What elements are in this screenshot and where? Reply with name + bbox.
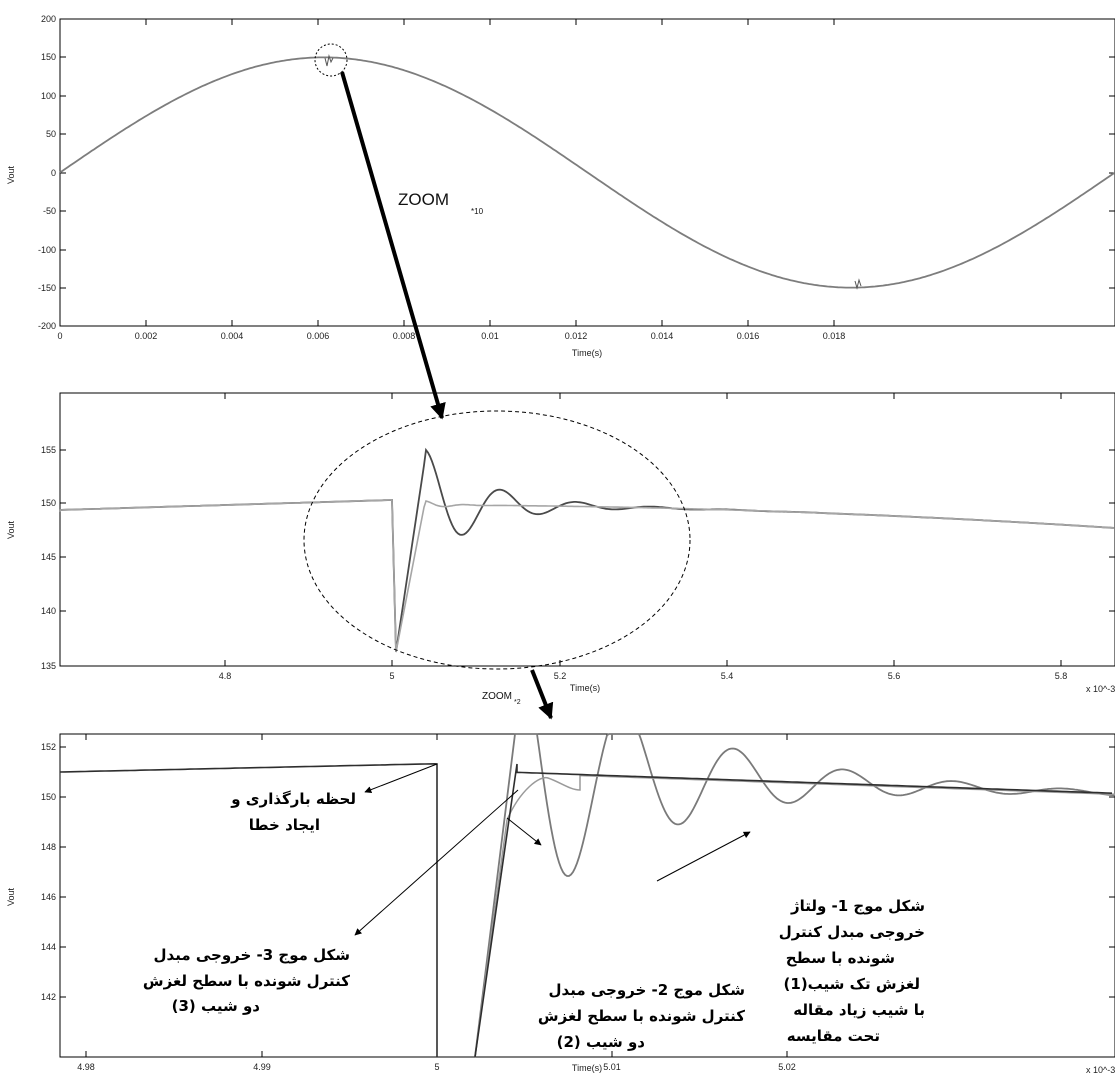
y-tick-label: 140 xyxy=(41,606,56,616)
y-tick-label: 0 xyxy=(51,168,56,178)
y-tick-label: 144 xyxy=(41,942,56,952)
x-tick-label: 0.002 xyxy=(135,331,158,341)
y-tick-label: -200 xyxy=(38,321,56,331)
note-waveform-1: شکل موج 1- ولتاژ خروجی مبدل کنترل شونده … xyxy=(779,897,925,1045)
y-tick-label: 150 xyxy=(41,52,56,62)
panel-2-ylabel: Vout xyxy=(6,520,16,539)
x-tick-label: 5.6 xyxy=(888,671,901,681)
y-tick-label: -100 xyxy=(38,245,56,255)
svg-text:شکل موج 3- خروجی مبدل: شکل موج 3- خروجی مبدل xyxy=(154,946,350,964)
panel-2-xscale: x 10^-3 xyxy=(1086,684,1115,694)
x-tick-label: 0 xyxy=(57,331,62,341)
x-tick-label: 0.012 xyxy=(565,331,588,341)
svg-text:ایجاد خطا: ایجاد خطا xyxy=(249,816,320,834)
y-tick-label: 200 xyxy=(41,14,56,24)
x-tick-label: 0.01 xyxy=(481,331,499,341)
panel-3-y-ticks: 152 150 148 146 144 142 xyxy=(41,742,1115,1002)
panel-1-x-ticks: 0 0.002 0.004 0.006 0.008 0.01 0.012 0.014 0.016… xyxy=(57,19,845,341)
y-tick-label: 152 xyxy=(41,742,56,752)
x-tick-label: 5.8 xyxy=(1055,671,1068,681)
y-tick-label: 146 xyxy=(41,892,56,902)
zoom-label-2: ZOOM xyxy=(482,691,512,702)
panel-1-disturbance-2 xyxy=(854,278,862,290)
y-tick-label: -150 xyxy=(38,283,56,293)
zoom-label-1: ZOOM xyxy=(398,190,449,209)
svg-text:تحت مقایسه: تحت مقایسه xyxy=(787,1027,880,1045)
x-tick-label: 0.008 xyxy=(393,331,416,341)
x-tick-label: 0.014 xyxy=(651,331,674,341)
panel-2-x-ticks: 4.8 5 5.2 5.4 5.6 5.8 xyxy=(219,393,1068,681)
panel-3-waveform-2 xyxy=(474,774,1115,1058)
x-tick-label: 0.018 xyxy=(823,331,846,341)
x-tick-label: 4.98 xyxy=(77,1062,95,1072)
y-tick-label: 155 xyxy=(41,445,56,455)
y-tick-label: 150 xyxy=(41,792,56,802)
panel-2-y-ticks: 155 150 145 140 135 xyxy=(41,445,1115,671)
x-tick-label: 5 xyxy=(434,1062,439,1072)
zoom-arrow-1 xyxy=(340,71,446,420)
note-waveform-2: شکل موج 2- خروجی مبدل کنترل شونده با سطح… xyxy=(538,981,745,1051)
svg-text:لحظه بارگذاری و: لحظه بارگذاری و xyxy=(230,790,356,808)
x-tick-label: 0.004 xyxy=(221,331,244,341)
x-tick-label: 0.016 xyxy=(737,331,760,341)
svg-text:کنترل شونده با سطح لغزش: کنترل شونده با سطح لغزش xyxy=(538,1007,745,1025)
y-tick-label: 150 xyxy=(41,498,56,508)
svg-text:با شیب زیاد مقاله: با شیب زیاد مقاله xyxy=(793,1001,925,1019)
zoom-label-2-factor: *2 xyxy=(514,699,521,706)
arrow-waveform-2 xyxy=(506,817,542,846)
arrow-waveform-3 xyxy=(354,789,519,936)
y-tick-label: -50 xyxy=(43,206,56,216)
x-tick-label: 5.4 xyxy=(721,671,734,681)
panel-3-xscale: x 10^-3 xyxy=(1086,1065,1115,1075)
panel-1-xlabel: Time(s) xyxy=(572,348,602,358)
svg-text:دو شیب (3): دو شیب (3) xyxy=(172,997,261,1015)
panel-1-y-ticks: 200 150 100 50 0 -50 -100 -150 -200 xyxy=(38,14,1115,331)
note-load-moment: لحظه بارگذاری و ایجاد خطا xyxy=(230,790,356,834)
y-tick-label: 142 xyxy=(41,992,56,1002)
panel-3-xlabel: Time(s) xyxy=(572,1063,602,1073)
panel-2-series-smooth xyxy=(59,499,1115,653)
panel-3-ylabel: Vout xyxy=(6,887,16,906)
panel-3-waveform-1 xyxy=(474,733,1115,1058)
svg-text:کنترل شونده با سطح لغزش: کنترل شونده با سطح لغزش xyxy=(143,972,350,990)
panel-1-series-line xyxy=(59,56,1115,289)
x-tick-label: 4.8 xyxy=(219,671,232,681)
panel-2-xlabel: Time(s) xyxy=(570,683,600,693)
y-tick-label: 135 xyxy=(41,661,56,671)
svg-text:لغزش تک شیب(1): لغزش تک شیب(1) xyxy=(784,975,920,993)
x-tick-label: 5 xyxy=(389,671,394,681)
panel-1-ylabel: Vout xyxy=(6,165,16,184)
svg-text:شکل موج 1- ولتاژ: شکل موج 1- ولتاژ xyxy=(790,897,925,915)
svg-text:شکل موج 2- خروجی مبدل: شکل موج 2- خروجی مبدل xyxy=(549,981,745,999)
zoom-label-1-factor: *10 xyxy=(471,207,484,216)
zoom-arrow-2 xyxy=(530,669,554,720)
x-tick-label: 0.006 xyxy=(307,331,330,341)
y-tick-label: 100 xyxy=(41,91,56,101)
panel-1-zoom-circle xyxy=(314,43,348,77)
x-tick-label: 5.02 xyxy=(778,1062,796,1072)
panel-1-disturbance-1 xyxy=(324,54,334,67)
arrow-waveform-1 xyxy=(656,831,751,882)
x-tick-label: 5.01 xyxy=(603,1062,621,1072)
svg-text:خروجی مبدل کنترل: خروجی مبدل کنترل xyxy=(779,923,925,941)
y-tick-label: 50 xyxy=(46,129,56,139)
panel-3-zoom: 152 150 148 146 144 142 4.98 4.99 5 5.01 5.02 Vou… xyxy=(6,733,1115,1075)
svg-text:دو شیب (2): دو شیب (2) xyxy=(557,1033,646,1051)
note-waveform-3: شکل موج 3- خروجی مبدل کنترل شونده با سطح… xyxy=(143,946,350,1015)
arrow-load-moment xyxy=(364,763,438,793)
panel-3-waveform-3 xyxy=(59,762,1113,1058)
svg-text:شونده با سطح: شونده با سطح xyxy=(786,949,895,967)
y-tick-label: 145 xyxy=(41,552,56,562)
y-tick-label: 148 xyxy=(41,842,56,852)
panel-2-zoom: 155 150 145 140 135 4.8 5 5.2 5.4 5.6 5.8 Vout Ti… xyxy=(6,392,1115,706)
x-tick-label: 5.2 xyxy=(554,671,567,681)
x-tick-label: 4.99 xyxy=(253,1062,271,1072)
panel-2-zoom-ellipse xyxy=(303,410,691,670)
